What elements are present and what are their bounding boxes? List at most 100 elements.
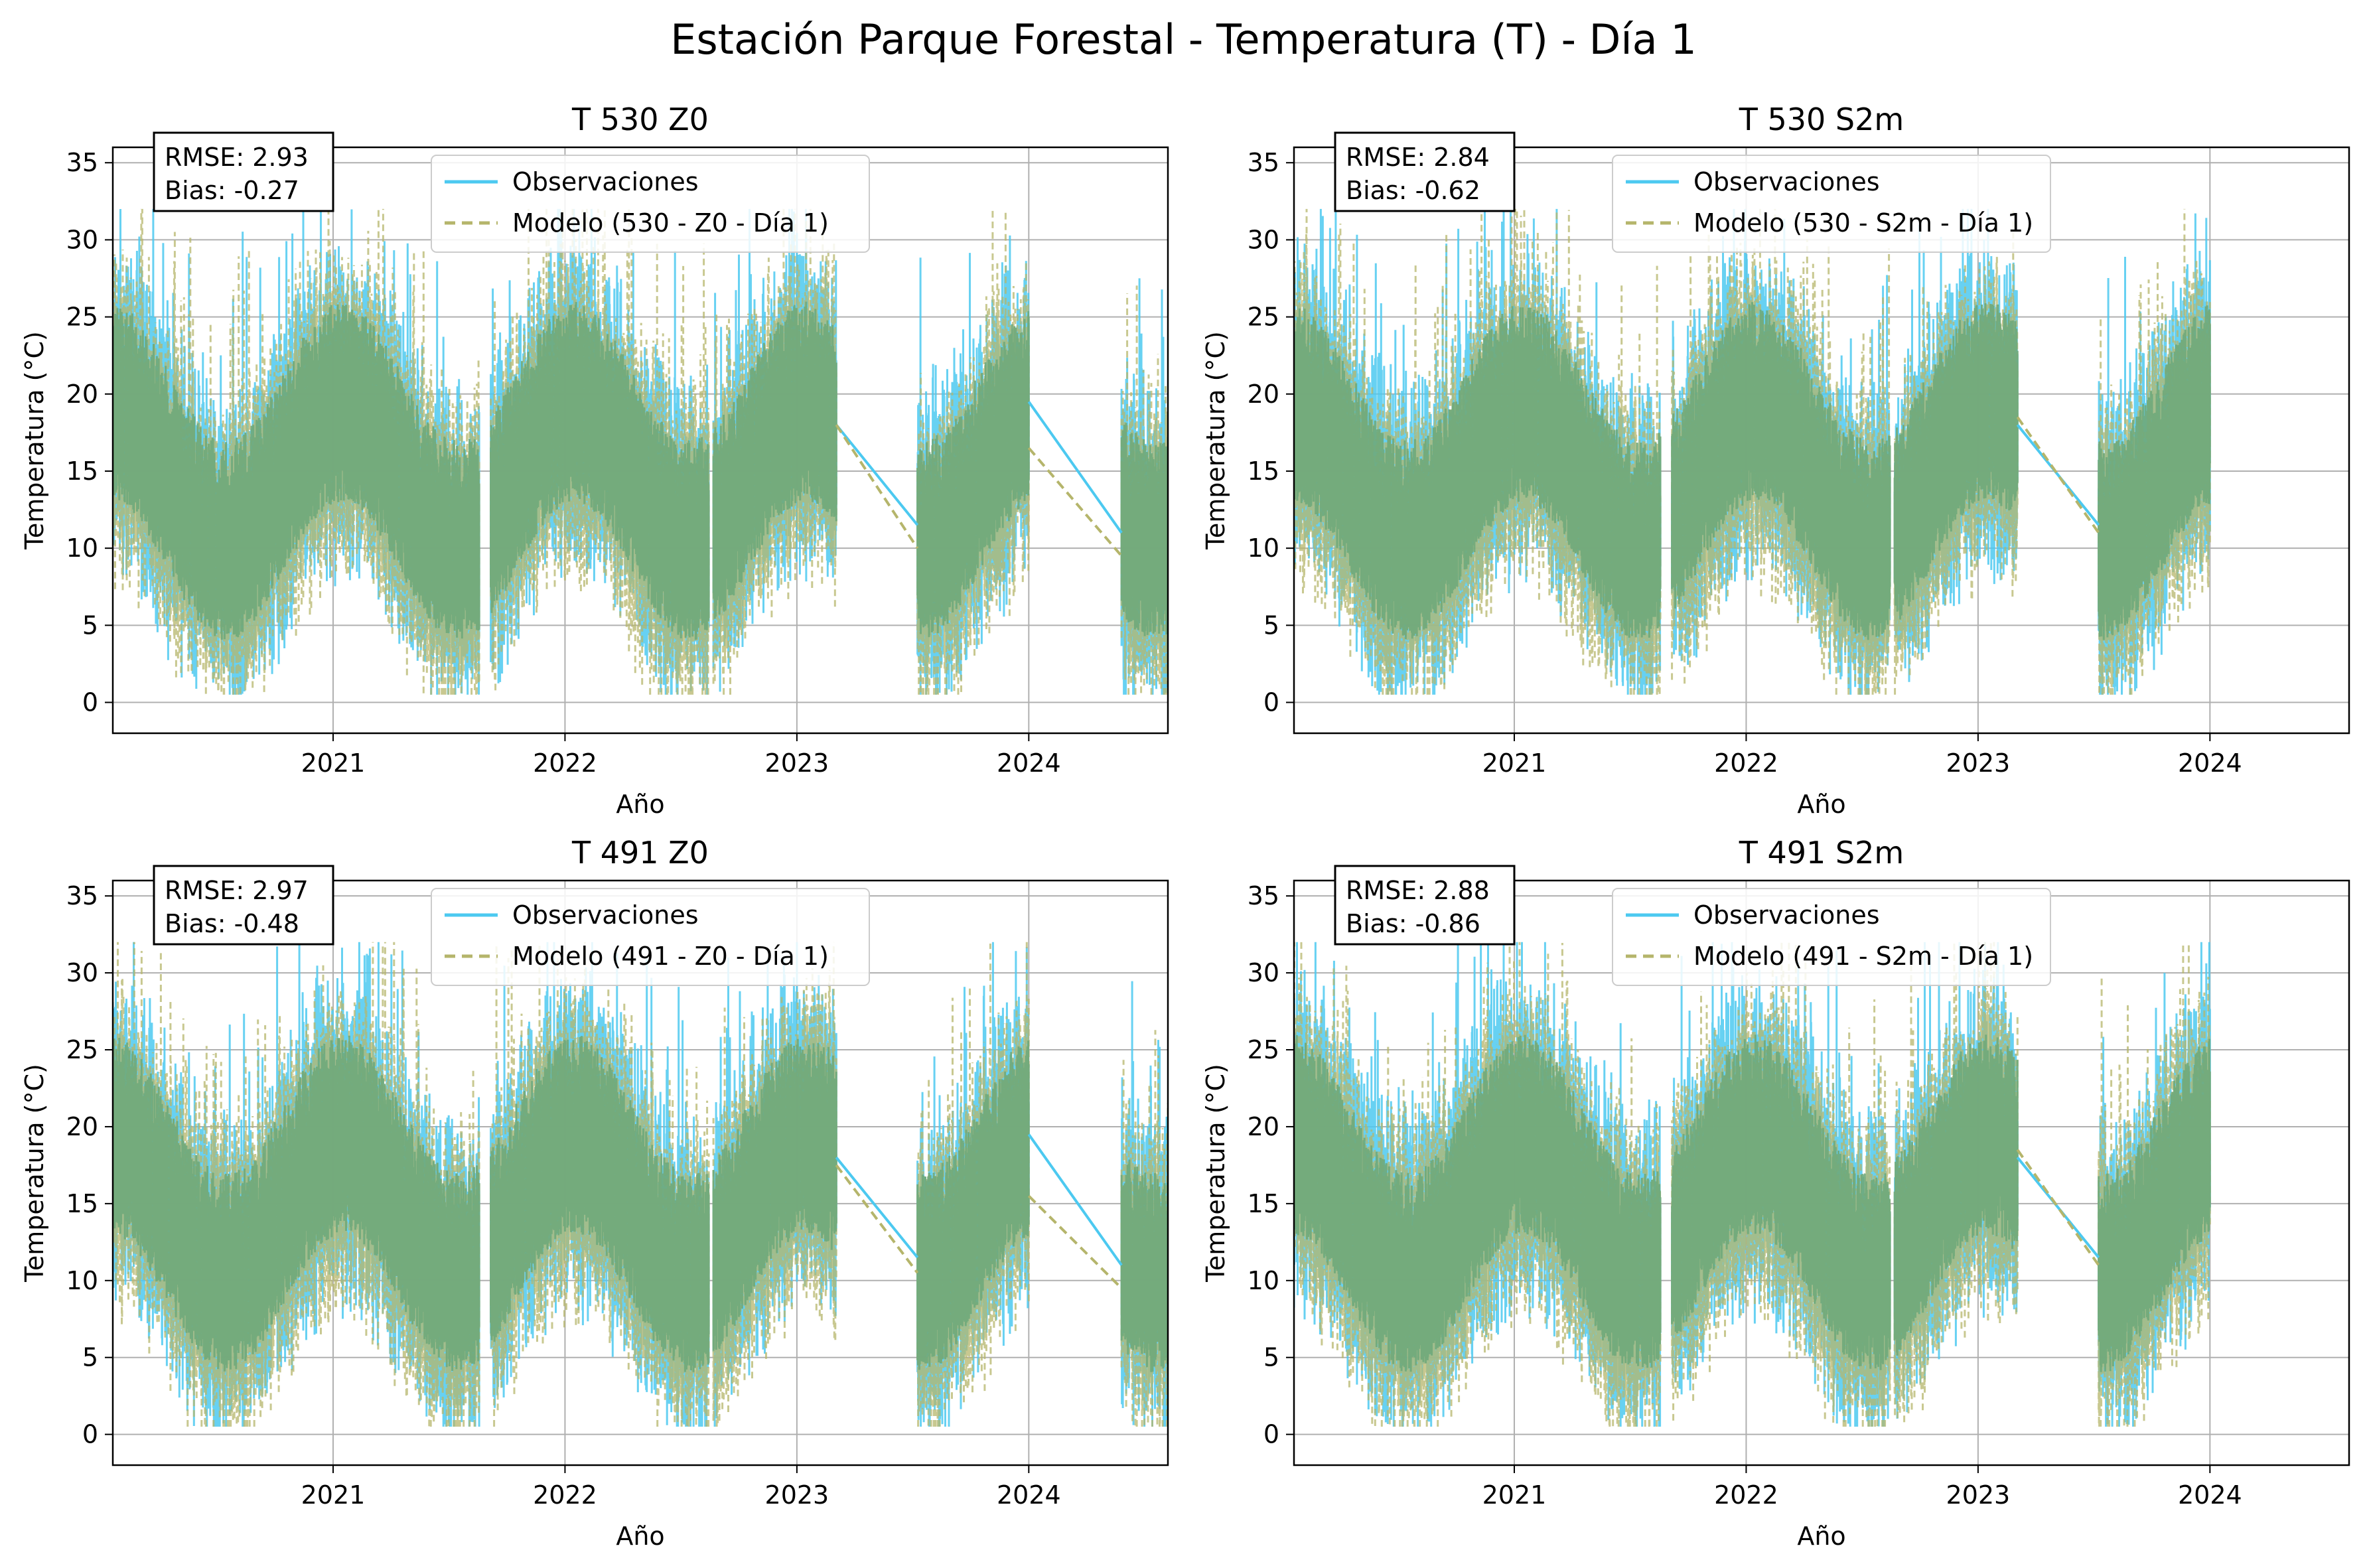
- rmse-label: RMSE: 2.93: [165, 143, 309, 172]
- legend-label-modelo: Modelo (491 - Z0 - Día 1): [512, 942, 829, 971]
- bias-label: Bias: -0.27: [165, 176, 299, 205]
- y-tick-label: 0: [82, 688, 98, 717]
- series-overlap-band: [113, 1035, 1168, 1372]
- y-tick-label: 0: [82, 1420, 98, 1449]
- axes-frame: [1293, 879, 2350, 1466]
- y-tick-label: 25: [66, 303, 98, 332]
- stats-box: RMSE: 2.88 Bias: -0.86: [1334, 865, 1516, 946]
- x-tick-label: 2024: [997, 1480, 1061, 1510]
- axes-frame: [111, 879, 1169, 1466]
- y-tick-label: 15: [66, 1189, 98, 1218]
- chart-panel-1: 2021 2022 2023 2024 0 5 10 15 20 25 30 35 Año Tempera…: [20, 102, 1169, 819]
- axes-frame: [1293, 146, 2350, 735]
- rmse-label: RMSE: 2.97: [165, 876, 309, 905]
- observaciones-gap-segment: [2016, 424, 2100, 526]
- y-tick-label: 30: [66, 958, 98, 987]
- modelo-gap-segment: [835, 1164, 919, 1274]
- stats-box: RMSE: 2.93 Bias: -0.27: [153, 131, 334, 212]
- rmse-label: RMSE: 2.88: [1346, 876, 1490, 905]
- observaciones-gap-segment: [835, 424, 919, 526]
- legend: Observaciones Modelo (530 - S2m - Día 1): [1612, 155, 2051, 253]
- y-tick-label: 5: [82, 610, 98, 640]
- subplot-title: T 530 S2m: [1739, 102, 1904, 137]
- y-tick-label: 10: [66, 534, 98, 563]
- subplot-title: T 530 Z0: [571, 102, 709, 137]
- y-tick-label: 10: [1248, 534, 1279, 563]
- legend-label-modelo: Modelo (530 - Z0 - Día 1): [512, 208, 829, 238]
- y-axis-label: Temperatura (°C): [1201, 1064, 1230, 1283]
- legend-label-modelo: Modelo (491 - S2m - Día 1): [1693, 942, 2033, 971]
- y-tick-label: 35: [66, 881, 98, 910]
- stats-box: RMSE: 2.84 Bias: -0.62: [1334, 131, 1516, 212]
- x-tick-label: 2023: [1946, 1480, 2011, 1510]
- figure-title: Estación Parque Forestal - Temperatura (…: [670, 15, 1697, 64]
- y-tick-label: 15: [1248, 1189, 1279, 1218]
- modelo-gap-segment: [1027, 1194, 1123, 1289]
- y-tick-label: 35: [1248, 881, 1279, 910]
- y-tick-label: 25: [1248, 303, 1279, 332]
- x-tick-label: 2022: [533, 748, 597, 778]
- stats-box-frame: [1334, 865, 1516, 946]
- y-tick-label: 15: [1248, 457, 1279, 486]
- observaciones-gap-segment: [835, 1157, 919, 1259]
- y-tick-label: 30: [1248, 225, 1279, 254]
- x-tick-label: 2022: [533, 1480, 597, 1510]
- observaciones-gap-segment: [1027, 1133, 1123, 1266]
- y-tick-label: 5: [82, 1343, 98, 1372]
- modelo-gap-segment: [835, 424, 919, 549]
- y-tick-label: 5: [1263, 610, 1279, 640]
- y-axis-label: Temperatura (°C): [1201, 331, 1230, 550]
- legend-label-observaciones: Observaciones: [1693, 900, 1880, 930]
- rmse-label: RMSE: 2.84: [1346, 143, 1490, 172]
- y-tick-label: 30: [1248, 958, 1279, 987]
- y-tick-label: 15: [66, 457, 98, 486]
- plot-area: [1294, 208, 2211, 695]
- x-axis-label: Año: [1797, 1522, 1845, 1551]
- legend-frame: [431, 155, 870, 253]
- subplot-title: T 491 Z0: [571, 835, 709, 871]
- x-tick-label: 2023: [1946, 748, 2011, 778]
- stats-box-frame: [153, 865, 334, 946]
- x-tick-label: 2024: [997, 748, 1061, 778]
- series-overlap-band: [1294, 302, 2211, 640]
- legend-label-modelo: Modelo (530 - S2m - Día 1): [1693, 208, 2033, 238]
- legend: Observaciones Modelo (491 - S2m - Día 1): [1612, 888, 2051, 986]
- y-tick-label: 35: [1248, 148, 1279, 177]
- x-tick-label: 2021: [301, 748, 366, 778]
- y-tick-label: 35: [66, 148, 98, 177]
- x-tick-label: 2022: [1714, 748, 1778, 778]
- subplot-title: T 491 S2m: [1739, 835, 1904, 871]
- x-axis-label: Año: [616, 1522, 664, 1551]
- stats-box-frame: [153, 131, 334, 212]
- y-tick-label: 20: [1248, 1112, 1279, 1141]
- y-tick-label: 10: [1248, 1266, 1279, 1295]
- y-tick-label: 0: [1263, 1420, 1279, 1449]
- x-tick-label: 2024: [2178, 1480, 2242, 1510]
- x-axis-label: Año: [1797, 790, 1845, 819]
- x-tick-label: 2021: [1482, 748, 1547, 778]
- x-tick-label: 2022: [1714, 1480, 1778, 1510]
- y-tick-label: 0: [1263, 688, 1279, 717]
- x-tick-label: 2023: [765, 1480, 829, 1510]
- y-axis-label: Temperatura (°C): [20, 1064, 49, 1283]
- chart-panel-4: 2021 2022 2023 2024 0 5 10 15 20 25 30 35 Año Tempera…: [1201, 835, 2350, 1551]
- chart-panel-3: 2021 2022 2023 2024 0 5 10 15 20 25 30 35 Año Tempera…: [20, 835, 1169, 1551]
- plot-area: [1294, 942, 2211, 1427]
- y-tick-label: 20: [1248, 380, 1279, 409]
- y-tick-label: 30: [66, 225, 98, 254]
- series-overlap-band: [1294, 1034, 2211, 1372]
- observaciones-gap-segment: [2016, 1157, 2100, 1259]
- series-overlap-band: [113, 301, 1168, 640]
- y-axis-label: Temperatura (°C): [20, 331, 49, 550]
- y-tick-label: 20: [66, 1112, 98, 1141]
- legend-frame: [431, 888, 870, 986]
- legend: Observaciones Modelo (491 - Z0 - Día 1): [431, 888, 870, 986]
- legend-label-observaciones: Observaciones: [512, 167, 699, 196]
- x-tick-label: 2021: [1482, 1480, 1547, 1510]
- chart-panel-2: 2021 2022 2023 2024 0 5 10 15 20 25 30 35 Año Tempera…: [1201, 102, 2350, 819]
- modelo-gap-segment: [2016, 416, 2100, 534]
- plot-area: [113, 942, 1168, 1427]
- plot-area: [113, 208, 1168, 695]
